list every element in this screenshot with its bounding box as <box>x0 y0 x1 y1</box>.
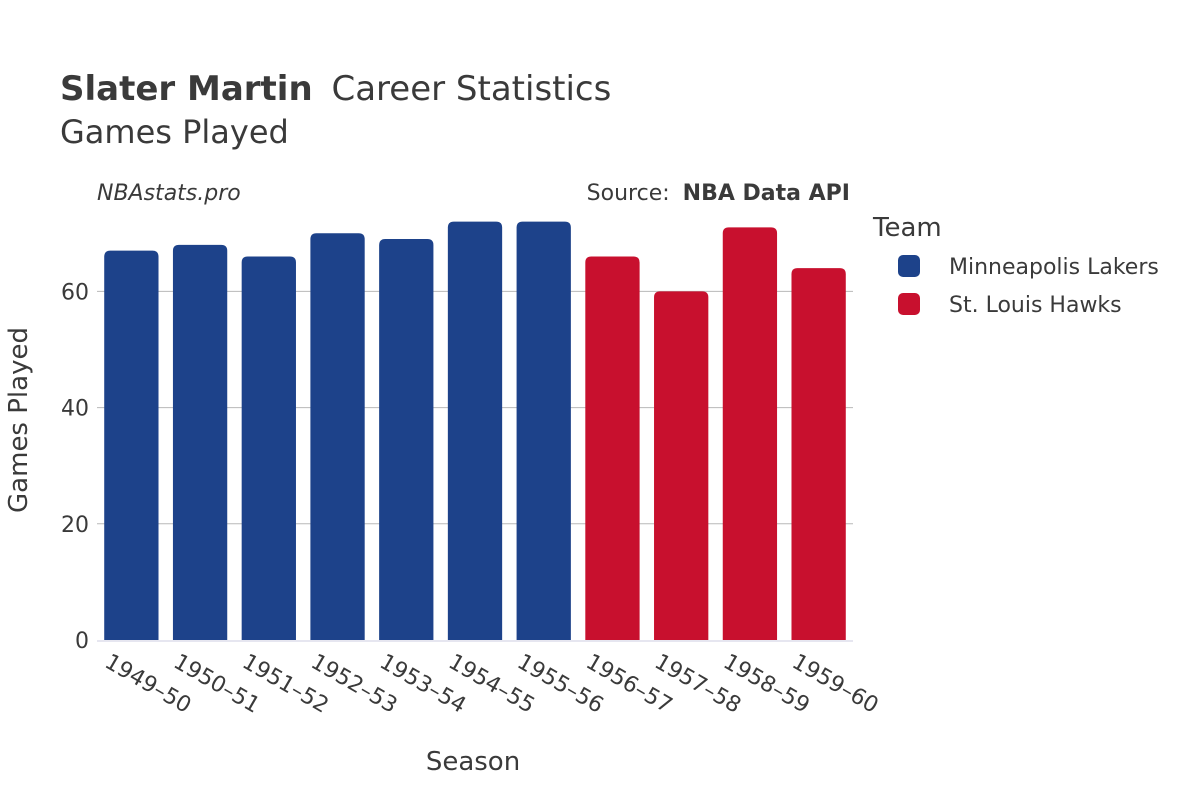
y-axis-ticks: 0 20 40 60 <box>61 280 89 654</box>
bar <box>791 268 846 640</box>
bar <box>241 256 296 640</box>
bar <box>447 221 503 640</box>
x-axis-title: Season <box>426 747 520 777</box>
legend-swatch <box>898 255 920 277</box>
legend-item-label: Minneapolis Lakers <box>949 255 1159 280</box>
y-tick-label: 60 <box>61 280 89 305</box>
source-prefix: Source: <box>587 181 670 206</box>
source-name: NBA Data API <box>683 181 850 206</box>
bar <box>379 239 434 640</box>
legend-item-label: St. Louis Hawks <box>949 293 1122 318</box>
y-tick-label: 20 <box>61 513 89 538</box>
bars-layer <box>104 221 846 641</box>
bar <box>104 250 159 641</box>
legend-swatch <box>898 293 920 315</box>
bar <box>585 256 640 640</box>
chart-title-player: Slater Martin <box>60 69 313 109</box>
bar <box>310 233 365 641</box>
chart-title-rest: Career Statistics <box>331 69 611 109</box>
bar <box>722 227 778 640</box>
x-axis-ticks: 1949–501950–511951–521952–531953–541954–… <box>100 650 882 719</box>
y-tick-label: 0 <box>75 629 89 654</box>
bar <box>654 291 709 640</box>
y-tick-label: 40 <box>61 397 89 422</box>
legend: Team Minneapolis Lakers St. Louis Hawks <box>872 213 1159 318</box>
bar <box>516 221 571 640</box>
source-note: Source: NBA Data API <box>587 181 850 206</box>
chart-subtitle: Games Played <box>60 113 289 151</box>
chart-title: Slater Martin Career Statistics <box>60 69 611 109</box>
site-watermark: NBAstats.pro <box>97 181 241 206</box>
bar <box>172 244 228 640</box>
y-axis-title: Games Played <box>4 327 34 513</box>
legend-title: Team <box>872 213 942 243</box>
